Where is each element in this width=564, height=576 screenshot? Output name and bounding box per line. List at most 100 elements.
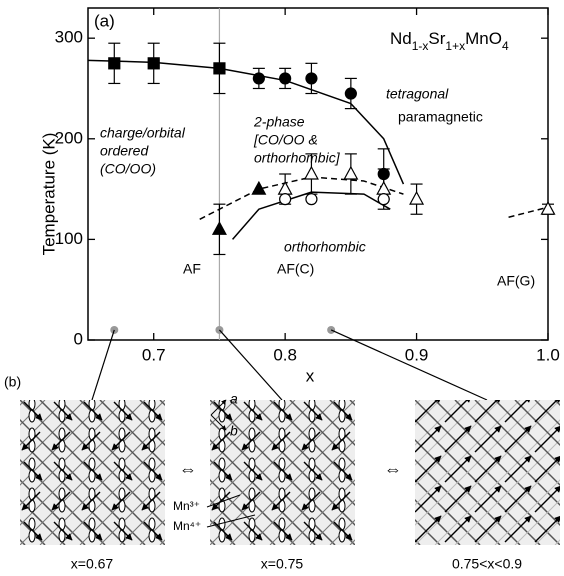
lattice-line bbox=[210, 400, 316, 506]
panel-label: (a) bbox=[94, 11, 115, 30]
spin-arrow bbox=[474, 455, 502, 483]
spin-arrow bbox=[415, 515, 442, 543]
structure-diagram bbox=[415, 400, 560, 545]
ion-label: Mn⁴⁺ bbox=[173, 519, 201, 533]
ion-label: Mn³⁺ bbox=[173, 499, 200, 513]
lattice-line bbox=[329, 519, 355, 545]
spin-arrow bbox=[333, 401, 353, 421]
caption: 0.75<x<0.9 bbox=[452, 556, 522, 572]
lattice-line bbox=[415, 478, 481, 545]
spin-arrow bbox=[21, 491, 41, 511]
lattice-line bbox=[0, 400, 5, 545]
spin-arrow bbox=[23, 401, 43, 421]
spin-arrow bbox=[273, 461, 293, 481]
spin-arrow bbox=[111, 431, 131, 451]
annotation: [CO/OO & bbox=[253, 132, 318, 148]
spin-arrow bbox=[534, 425, 560, 453]
plot-frame bbox=[87, 7, 549, 341]
lattice-line bbox=[210, 400, 276, 466]
spin-arrow bbox=[243, 521, 263, 541]
lattice-line bbox=[289, 400, 355, 467]
spin-arrow bbox=[273, 521, 293, 541]
spin-arrow bbox=[143, 521, 163, 541]
spin-arrow bbox=[301, 491, 321, 511]
data-point bbox=[376, 180, 392, 195]
annotation: (CO/OO) bbox=[100, 161, 156, 177]
lattice-line bbox=[415, 518, 441, 545]
data-point bbox=[279, 72, 292, 85]
annotation: paramagnetic bbox=[398, 109, 483, 125]
equivalence-symbol: ⇔ bbox=[384, 459, 402, 479]
spin-arrow bbox=[141, 491, 161, 511]
x-tick-label: 0.7 bbox=[142, 345, 166, 364]
lattice-line bbox=[329, 400, 355, 427]
spin-arrow bbox=[331, 431, 351, 451]
data-point bbox=[277, 180, 293, 195]
annotation: tetragonal bbox=[386, 86, 449, 102]
equivalence-symbol: ⇔ bbox=[179, 459, 197, 479]
spin-arrow bbox=[113, 401, 133, 421]
data-point bbox=[540, 200, 556, 215]
data-point bbox=[305, 72, 318, 85]
annotation: orthorhombic bbox=[284, 239, 366, 255]
spin-arrow bbox=[444, 455, 472, 483]
spin-arrow bbox=[333, 521, 353, 541]
spin-arrow bbox=[143, 461, 163, 481]
plot-panel: 0.7 0.8 0.9 1.0 0 100 200 300 x Temperature (K) (a… bbox=[39, 7, 560, 385]
lattice-line bbox=[415, 400, 521, 506]
spin-arrow bbox=[241, 491, 261, 511]
lattice-line bbox=[20, 400, 126, 506]
spin-arrow bbox=[141, 431, 161, 451]
lattice-line bbox=[0, 400, 5, 545]
spin-arrow bbox=[53, 521, 73, 541]
annotation: 2-phase bbox=[253, 114, 305, 130]
spin-arrow bbox=[303, 461, 323, 481]
connector bbox=[330, 329, 488, 401]
spin-arrow bbox=[81, 491, 101, 511]
x-tick-label: 0.9 bbox=[405, 345, 429, 364]
chart-title: Nd1-xSr1+xMnO4 bbox=[390, 29, 509, 53]
spin-arrow bbox=[83, 521, 103, 541]
spin-arrow bbox=[23, 521, 43, 541]
spin-arrow bbox=[415, 485, 442, 513]
lattice-line bbox=[139, 400, 165, 427]
caption: x=0.75 bbox=[261, 556, 304, 572]
lattice-line bbox=[210, 400, 236, 426]
y-tick-label: 300 bbox=[55, 28, 83, 47]
title-part: 1-x bbox=[412, 39, 429, 53]
spin-arrow bbox=[23, 461, 43, 481]
fit-curve bbox=[199, 176, 404, 220]
data-point bbox=[251, 180, 267, 195]
structure-diagram bbox=[210, 400, 355, 545]
spin-arrow bbox=[504, 515, 532, 543]
spin-arrow bbox=[211, 491, 231, 511]
spin-arrow bbox=[474, 485, 502, 513]
spin-arrow bbox=[474, 515, 502, 543]
spin-arrow bbox=[474, 425, 502, 453]
spin-arrow bbox=[143, 401, 163, 421]
data-point bbox=[147, 57, 160, 70]
axis-label: a bbox=[230, 391, 238, 407]
spin-arrow bbox=[113, 521, 133, 541]
spin-arrow bbox=[243, 461, 263, 481]
spin-arrow bbox=[333, 461, 353, 481]
spin-arrow bbox=[504, 485, 532, 513]
lattice-line bbox=[514, 499, 560, 545]
y-axis-label: Temperature (K) bbox=[39, 133, 58, 256]
lattice-line bbox=[415, 400, 461, 446]
data-point bbox=[211, 221, 227, 235]
lattice-line bbox=[494, 400, 560, 467]
spin-arrow bbox=[271, 431, 291, 451]
lattice-line bbox=[20, 498, 66, 545]
spin-arrow bbox=[504, 400, 532, 423]
annotation: AF(C) bbox=[277, 261, 314, 277]
lattice-line bbox=[494, 479, 560, 545]
lattice-line bbox=[415, 400, 481, 466]
spin-arrow bbox=[83, 461, 103, 481]
x-tick-label: 0.8 bbox=[273, 345, 297, 364]
annotation: charge/orbital bbox=[100, 125, 186, 141]
data-point bbox=[343, 165, 359, 180]
spin-arrow bbox=[53, 401, 73, 421]
spin-arrow bbox=[303, 401, 323, 421]
spin-arrow bbox=[331, 491, 351, 511]
